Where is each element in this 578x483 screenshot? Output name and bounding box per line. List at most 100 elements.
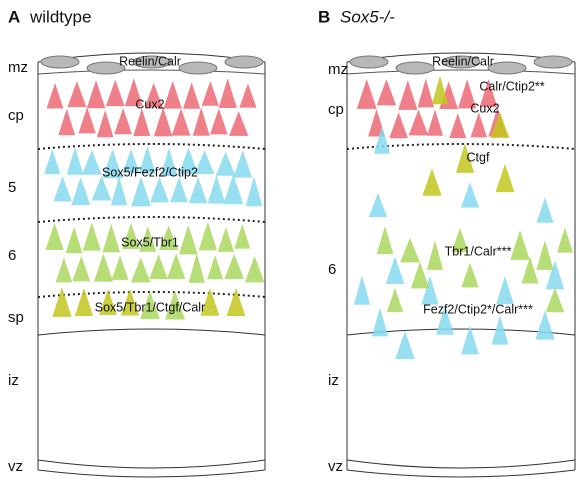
cell-triangle xyxy=(67,147,84,175)
column-bottom2 xyxy=(347,470,575,477)
cell-triangle xyxy=(461,182,479,207)
cell-triangle xyxy=(66,226,83,253)
cell-triangle xyxy=(210,108,228,134)
cell-triangle xyxy=(223,174,243,204)
cell-triangle xyxy=(164,81,182,109)
reelin-cell xyxy=(396,62,434,74)
layer-label: vz xyxy=(8,458,23,475)
cell-triangle xyxy=(546,288,565,313)
cell-triangle xyxy=(199,222,217,251)
layer-label: mz xyxy=(8,59,28,76)
cell-triangle xyxy=(58,109,75,136)
marker-label: Cux2 xyxy=(470,101,499,115)
layer-boundary xyxy=(38,217,265,222)
cell-triangle xyxy=(189,253,205,283)
layer-label: 5 xyxy=(8,179,16,196)
figure: Awildtypemzcp56spizvzReelin/CalrCux2Sox5… xyxy=(0,0,578,483)
cell-triangle xyxy=(219,78,237,108)
cell-triangle xyxy=(167,253,186,279)
cell-triangle xyxy=(207,255,223,279)
layer-boundary xyxy=(38,144,265,149)
cell-triangle xyxy=(114,108,132,134)
cell-triangle xyxy=(239,83,256,107)
cell-triangle xyxy=(234,224,250,249)
cell-triangle xyxy=(357,79,377,109)
column-bottom xyxy=(38,460,265,468)
cell-triangle xyxy=(216,152,236,176)
reelin-cell xyxy=(225,56,263,68)
cell-triangle xyxy=(56,257,73,282)
cell-triangle xyxy=(522,257,539,284)
cell-triangle xyxy=(427,109,443,135)
cell-triangle xyxy=(535,310,554,339)
layer-label: iz xyxy=(328,372,339,389)
cell-triangle xyxy=(449,113,466,138)
cell-triangle xyxy=(387,288,403,312)
layer-label: mz xyxy=(328,61,348,78)
cell-triangle xyxy=(193,107,210,135)
marker-label: Ctgf xyxy=(467,150,490,164)
panel-letter: A xyxy=(8,7,20,26)
cell-triangle xyxy=(208,175,226,203)
column-bottom2 xyxy=(38,470,265,477)
cell-triangle xyxy=(202,81,219,106)
iz-boundary xyxy=(38,329,265,335)
cell-triangle xyxy=(461,263,478,288)
cell-triangle xyxy=(92,176,112,201)
cell-triangle xyxy=(87,80,106,108)
cell-triangle xyxy=(536,240,553,270)
cell-triangle xyxy=(229,111,248,136)
cell-triangle xyxy=(427,240,443,270)
cell-triangle xyxy=(246,177,263,207)
layer-label: cp xyxy=(328,101,344,118)
cell-triangle xyxy=(183,83,200,109)
cell-triangle xyxy=(97,110,114,137)
panel-letter: B xyxy=(318,7,330,26)
cell-triangle xyxy=(72,256,90,281)
mz-boundary xyxy=(347,70,575,74)
cell-triangle xyxy=(461,326,479,355)
cell-triangle xyxy=(389,112,408,138)
cell-triangle xyxy=(133,108,150,136)
panel-title: Sox5-/- xyxy=(340,7,395,26)
cell-triangle xyxy=(103,224,120,253)
cell-triangle xyxy=(400,238,420,263)
marker-label: Sox5/Fezf2/Ctip2 xyxy=(102,165,198,179)
layer-label: 6 xyxy=(328,261,336,278)
cell-triangle xyxy=(233,150,252,177)
cell-triangle xyxy=(170,177,188,202)
cell-triangle xyxy=(71,177,90,205)
layer-label: vz xyxy=(328,458,343,475)
cell-triangle xyxy=(67,81,86,107)
cell-triangle xyxy=(218,227,235,251)
cell-triangle xyxy=(189,177,207,203)
cell-triangle xyxy=(112,255,129,279)
mz-boundary xyxy=(38,70,265,74)
cell-triangle xyxy=(496,164,515,192)
cell-triangle xyxy=(418,79,434,108)
cell-triangle xyxy=(395,331,415,359)
cell-triangle xyxy=(510,230,529,260)
cell-triangle xyxy=(372,308,388,337)
cell-triangle xyxy=(377,226,394,254)
cell-triangle xyxy=(94,254,113,282)
reelin-cell xyxy=(179,62,217,74)
marker-label: Tbr1/Calr*** xyxy=(445,244,512,258)
layer-label: iz xyxy=(8,372,19,389)
cell-triangle xyxy=(224,254,244,279)
marker-label: Fezf2/Ctip2*/Calr*** xyxy=(423,302,533,316)
cell-triangle xyxy=(53,176,71,201)
cell-triangle xyxy=(398,80,417,110)
cell-triangle xyxy=(47,83,64,109)
cell-triangle xyxy=(154,107,173,136)
cell-triangle xyxy=(227,288,246,316)
cell-triangle xyxy=(377,79,397,105)
panel: BSox5-/-mzcp6izvzReelin/CalrCalr/Ctip2**… xyxy=(318,7,575,477)
reelin-cell xyxy=(41,56,79,68)
cell-triangle xyxy=(471,112,487,137)
marker-label: Sox5/Tbr1/Ctgf/Calr xyxy=(95,300,205,314)
cell-triangle xyxy=(82,150,102,175)
column-bottom xyxy=(347,460,575,468)
cell-triangle xyxy=(75,288,93,316)
cell-triangle xyxy=(78,107,95,133)
